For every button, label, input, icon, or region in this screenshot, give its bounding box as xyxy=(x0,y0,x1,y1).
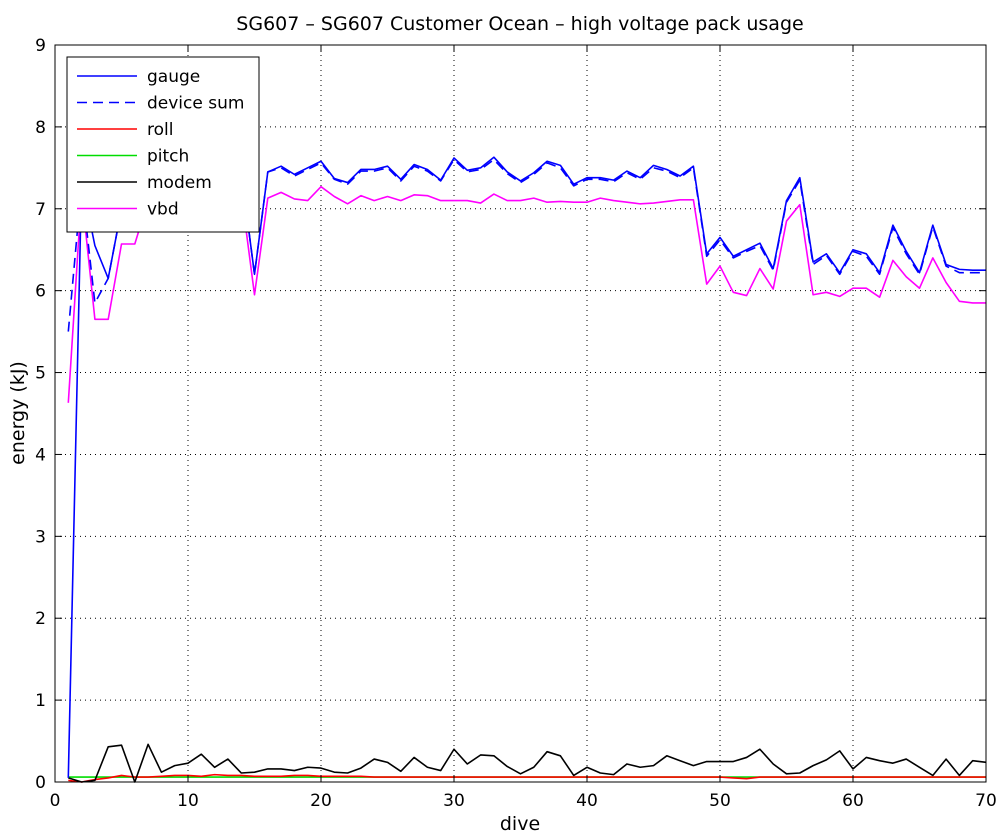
plot-frame xyxy=(54,44,987,783)
legend-box xyxy=(66,56,260,233)
x-tick-label: 40 xyxy=(576,791,598,811)
series-line-gauge xyxy=(67,156,986,778)
tick-layer: 0 10 20 30 40 50 60 70 0 1 2 3 4 5 6 7 8 9 xyxy=(35,36,997,811)
y-tick-label: 6 xyxy=(35,282,46,302)
series-layer xyxy=(67,156,987,783)
legend-label-device-sum: device sum xyxy=(147,94,244,114)
x-tick-label: 0 xyxy=(50,791,61,811)
series-line-roll xyxy=(68,773,986,783)
series-line-modem xyxy=(68,743,987,783)
y-tick-label: 1 xyxy=(35,691,46,711)
x-tick-label: 50 xyxy=(709,791,731,811)
legend-label-vbd: vbd xyxy=(147,200,179,220)
x-tick-label: 10 xyxy=(177,791,199,811)
y-tick-label: 8 xyxy=(35,118,46,138)
y-tick-label: 7 xyxy=(35,200,46,220)
y-axis-label: energy (kJ) xyxy=(7,361,29,465)
legend-label-pitch: pitch xyxy=(147,147,189,167)
legend-label-roll: roll xyxy=(147,120,173,140)
legend: gauge device sum roll pitch modem vbd xyxy=(66,56,260,233)
y-tick-label: 9 xyxy=(35,36,46,56)
y-tick-label: 2 xyxy=(35,609,46,629)
y-tick-label: 5 xyxy=(35,364,46,384)
x-tick-label: 60 xyxy=(842,791,864,811)
y-tick-label: 3 xyxy=(35,527,46,547)
x-axis-label: dive xyxy=(500,813,540,835)
series-line-device-sum xyxy=(67,158,986,332)
legend-label-gauge: gauge xyxy=(147,67,200,87)
chart-title: SG607 – SG607 Customer Ocean – high volt… xyxy=(236,13,803,35)
legend-label-modem: modem xyxy=(147,173,212,193)
x-tick-label: 30 xyxy=(443,791,465,811)
y-tick-label: 0 xyxy=(35,773,46,793)
x-tick-label: 20 xyxy=(310,791,332,811)
x-tick-label: 70 xyxy=(975,791,997,811)
y-tick-label: 4 xyxy=(35,445,46,465)
